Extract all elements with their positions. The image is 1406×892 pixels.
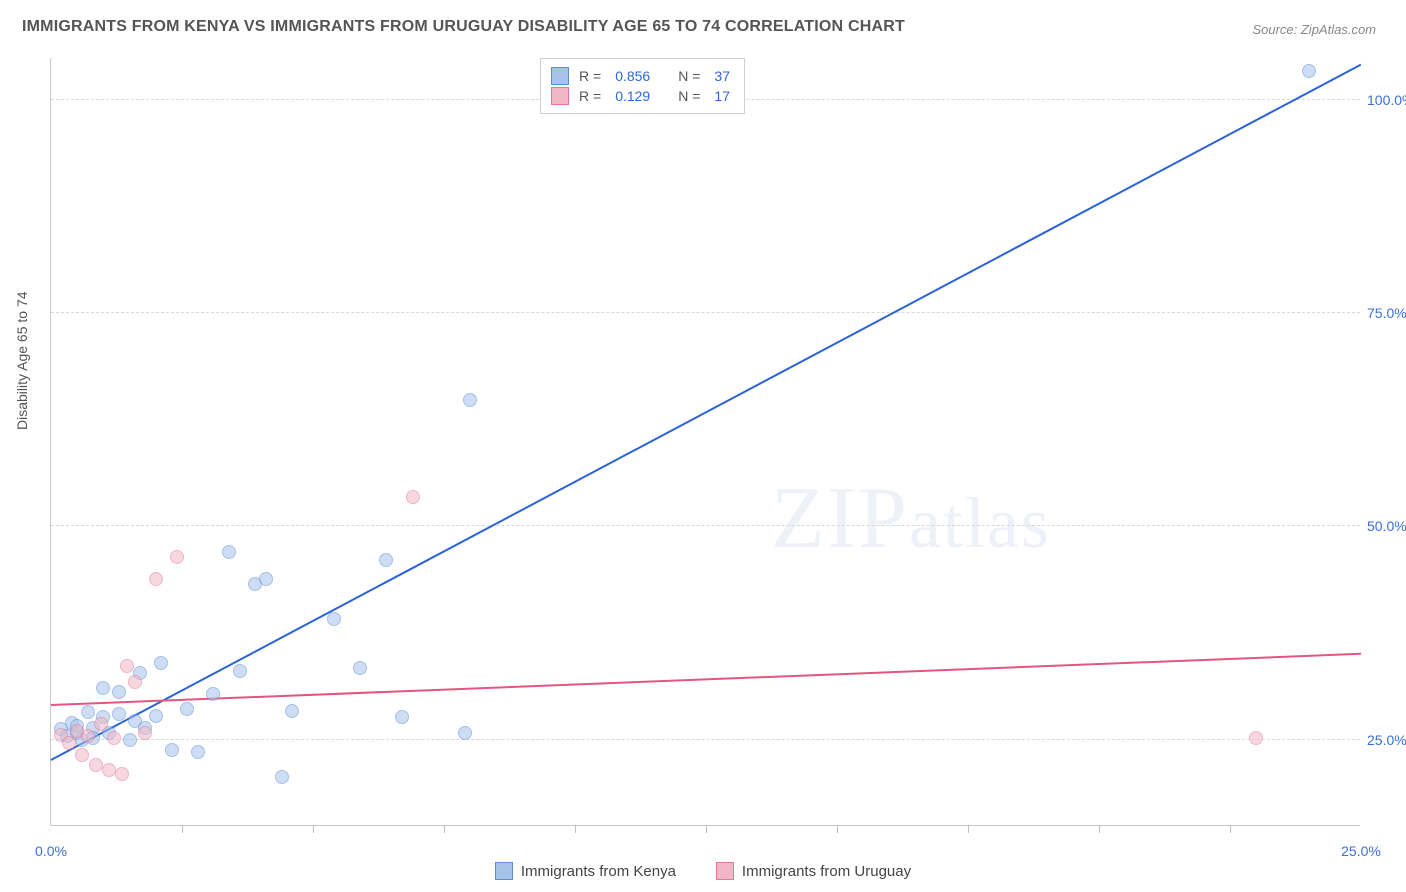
data-point-uruguay: [170, 550, 184, 564]
data-point-kenya: [123, 733, 137, 747]
x-minor-tick: [182, 825, 183, 833]
r-value-kenya: 0.856: [615, 68, 650, 84]
data-point-uruguay: [107, 731, 121, 745]
data-point-kenya: [285, 704, 299, 718]
gridline-horizontal: [51, 525, 1360, 526]
data-point-kenya: [1302, 64, 1316, 78]
y-tick-label: 100.0%: [1367, 92, 1406, 108]
x-tick-label: 25.0%: [1341, 843, 1381, 859]
data-point-uruguay: [1249, 731, 1263, 745]
legend-swatch-uruguay: [551, 87, 569, 105]
chart-title: IMMIGRANTS FROM KENYA VS IMMIGRANTS FROM…: [22, 18, 905, 36]
data-point-kenya: [458, 726, 472, 740]
gridline-horizontal: [51, 312, 1360, 313]
x-tick-label: 0.0%: [35, 843, 67, 859]
legend-label-kenya: Immigrants from Kenya: [521, 863, 676, 880]
data-point-kenya: [112, 685, 126, 699]
data-point-uruguay: [120, 659, 134, 673]
correlation-legend: R = 0.856 N = 37 R = 0.129 N = 17: [540, 58, 745, 114]
data-point-kenya: [154, 656, 168, 670]
legend-stat-row-kenya: R = 0.856 N = 37: [551, 67, 730, 85]
n-value-uruguay: 17: [714, 88, 730, 104]
data-point-kenya: [149, 709, 163, 723]
data-point-uruguay: [115, 767, 129, 781]
legend-label-uruguay: Immigrants from Uruguay: [742, 863, 911, 880]
data-point-uruguay: [102, 763, 116, 777]
n-label: N =: [678, 68, 700, 84]
scatter-plot-area: ZIPatlas 25.0%50.0%75.0%100.0%0.0%25.0%: [50, 58, 1360, 826]
series-legend: Immigrants from Kenya Immigrants from Uru…: [0, 862, 1406, 880]
y-tick-label: 50.0%: [1367, 518, 1406, 534]
data-point-kenya: [327, 612, 341, 626]
watermark-text: ZIPatlas: [771, 468, 1051, 569]
legend-item-uruguay: Immigrants from Uruguay: [716, 862, 911, 880]
n-label: N =: [678, 88, 700, 104]
data-point-uruguay: [89, 758, 103, 772]
data-point-kenya: [353, 661, 367, 675]
x-minor-tick: [313, 825, 314, 833]
regression-line-uruguay: [51, 652, 1361, 705]
data-point-kenya: [81, 705, 95, 719]
x-minor-tick: [575, 825, 576, 833]
r-label: R =: [579, 88, 601, 104]
data-point-kenya: [165, 743, 179, 757]
legend-swatch-uruguay: [716, 862, 734, 880]
data-point-kenya: [191, 745, 205, 759]
data-point-kenya: [180, 702, 194, 716]
r-label: R =: [579, 68, 601, 84]
data-point-kenya: [259, 572, 273, 586]
data-point-kenya: [463, 393, 477, 407]
y-tick-label: 25.0%: [1367, 732, 1406, 748]
data-point-uruguay: [94, 717, 108, 731]
data-point-kenya: [233, 664, 247, 678]
data-point-kenya: [96, 681, 110, 695]
gridline-horizontal: [51, 739, 1360, 740]
y-tick-label: 75.0%: [1367, 305, 1406, 321]
data-point-uruguay: [128, 675, 142, 689]
legend-item-kenya: Immigrants from Kenya: [495, 862, 676, 880]
x-minor-tick: [444, 825, 445, 833]
x-minor-tick: [968, 825, 969, 833]
legend-swatch-kenya: [551, 67, 569, 85]
n-value-kenya: 37: [714, 68, 730, 84]
data-point-kenya: [112, 707, 126, 721]
data-point-uruguay: [75, 748, 89, 762]
legend-stat-row-uruguay: R = 0.129 N = 17: [551, 87, 730, 105]
data-point-kenya: [275, 770, 289, 784]
legend-swatch-kenya: [495, 862, 513, 880]
x-minor-tick: [837, 825, 838, 833]
data-point-uruguay: [406, 490, 420, 504]
data-point-kenya: [395, 710, 409, 724]
x-minor-tick: [1230, 825, 1231, 833]
data-point-uruguay: [62, 736, 76, 750]
data-point-kenya: [379, 553, 393, 567]
data-point-kenya: [222, 545, 236, 559]
source-attribution: Source: ZipAtlas.com: [1252, 22, 1376, 37]
data-point-uruguay: [149, 572, 163, 586]
data-point-uruguay: [138, 726, 152, 740]
data-point-uruguay: [81, 729, 95, 743]
x-minor-tick: [1099, 825, 1100, 833]
regression-line-kenya: [51, 64, 1362, 761]
r-value-uruguay: 0.129: [615, 88, 650, 104]
y-axis-label: Disability Age 65 to 74: [14, 291, 30, 430]
data-point-kenya: [206, 687, 220, 701]
x-minor-tick: [706, 825, 707, 833]
